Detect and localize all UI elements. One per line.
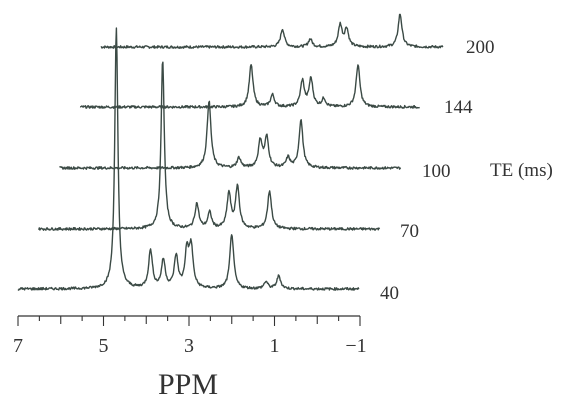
x-tick-label: 3 <box>184 335 194 357</box>
x-tick-label: 1 <box>270 335 280 357</box>
x-axis-ticks: 7 5 3 1 −1 <box>13 316 367 357</box>
te-label-100: 100 <box>422 161 451 182</box>
te-label-200: 200 <box>466 37 495 58</box>
te-label-70: 70 <box>400 221 419 242</box>
spectrum-line-te-70 <box>38 61 381 231</box>
ppm-axis: 7 5 3 1 −1 <box>13 315 367 357</box>
te-label-40: 40 <box>380 283 399 304</box>
spectrum-line-te-144 <box>79 63 420 109</box>
spectrum-line-te-200 <box>100 13 444 49</box>
x-axis-label: PPM <box>158 368 218 401</box>
x-tick-label: 7 <box>13 335 23 357</box>
spectrum-line-te-100 <box>59 100 402 170</box>
spectrum-line-te-40 <box>17 27 360 291</box>
te-label-144: 144 <box>444 97 473 118</box>
x-tick-label: −1 <box>345 335 366 357</box>
spectra-group: 200 144 100 70 40 <box>17 13 495 304</box>
x-tick-label: 5 <box>99 335 109 357</box>
te-unit-label: TE (ms) <box>490 160 553 181</box>
